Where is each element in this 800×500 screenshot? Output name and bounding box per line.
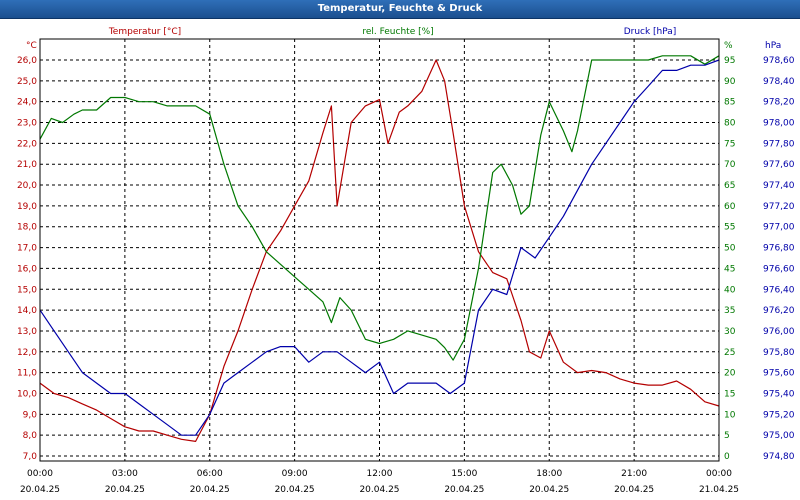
- temperature-tick-label: 21,0: [17, 160, 37, 170]
- x-tick-time: 06:00: [197, 469, 223, 479]
- humidity-tick-label: 75: [724, 139, 735, 149]
- humidity-series-line: [39, 55, 720, 361]
- pressure-tick-label: 978,60: [763, 56, 795, 66]
- temperature-tick-label: 25,0: [17, 77, 37, 87]
- window-title: Temperatur, Feuchte & Druck: [317, 3, 483, 14]
- humidity-tick-label: 65: [724, 181, 735, 191]
- pressure-tick-label: 978,40: [763, 77, 795, 87]
- humidity-tick-label: 25: [724, 348, 735, 358]
- x-tick-date: 20.04.25: [190, 485, 230, 495]
- humidity-tick-label: 60: [724, 202, 736, 212]
- temperature-tick-label: 13,0: [17, 327, 37, 337]
- temperature-tick-label: 16,0: [17, 264, 37, 274]
- temperature-tick-label: 15,0: [17, 285, 37, 295]
- pressure-tick-label: 975,80: [763, 348, 795, 358]
- pressure-tick-label: 978,00: [763, 119, 795, 129]
- pressure-tick-label: 978,20: [763, 98, 795, 108]
- humidity-tick-label: 35: [724, 306, 735, 316]
- humidity-legend-label: rel. Feuchte [%]: [362, 27, 433, 37]
- pressure-unit-label: hPa: [765, 41, 781, 51]
- x-tick-time: 09:00: [282, 469, 308, 479]
- temperature-tick-label: 14,0: [17, 306, 37, 316]
- pressure-tick-label: 976,20: [763, 306, 795, 316]
- pressure-tick-label: 976,60: [763, 264, 795, 274]
- temperature-tick-label: 23,0: [17, 119, 37, 129]
- x-tick-time: 00:00: [27, 469, 53, 479]
- humidity-tick-label: 45: [724, 264, 735, 274]
- plot-frame: [39, 38, 720, 462]
- humidity-tick-label: 0: [724, 452, 730, 462]
- humidity-tick-label: 85: [724, 98, 735, 108]
- chart-series: [39, 55, 720, 442]
- x-tick-time: 12:00: [367, 469, 393, 479]
- x-tick-date: 20.04.25: [275, 485, 315, 495]
- pressure-tick-label: 974,80: [763, 452, 795, 462]
- humidity-tick-label: 30: [724, 327, 736, 337]
- x-tick-date: 20.04.25: [444, 485, 484, 495]
- pressure-tick-label: 975,00: [763, 431, 795, 441]
- x-tick-date: 20.04.25: [359, 485, 399, 495]
- humidity-tick-label: 90: [724, 77, 736, 87]
- temperature-tick-label: 17,0: [17, 244, 37, 254]
- temperature-tick-label: 12,0: [17, 348, 37, 358]
- humidity-axis: 0 5 10 15 20 25 30 35 40 45 50 55 60 65 70 75 80 85 90 95: [724, 56, 736, 462]
- humidity-tick-label: 15: [724, 389, 735, 399]
- plot-border: [39, 38, 720, 462]
- x-tick-time: 15:00: [451, 469, 477, 479]
- temperature-tick-label: 24,0: [17, 98, 37, 108]
- temperature-series-line: [39, 59, 720, 442]
- pressure-legend-label: Druck [hPa]: [624, 27, 677, 37]
- x-tick-time: 03:00: [112, 469, 138, 479]
- humidity-tick-label: 20: [724, 369, 736, 379]
- humidity-tick-label: 50: [724, 244, 736, 254]
- temperature-tick-label: 8,0: [23, 431, 38, 441]
- temperature-tick-label: 19,0: [17, 202, 37, 212]
- pressure-axis: 974,80 975,00 975,20 975,40 975,60 975,80 976,…: [763, 56, 795, 462]
- window-titlebar: Temperatur, Feuchte & Druck: [0, 0, 800, 19]
- temperature-tick-label: 11,0: [17, 369, 37, 379]
- pressure-tick-label: 975,60: [763, 369, 795, 379]
- x-tick-date: 20.04.25: [20, 485, 60, 495]
- humidity-tick-label: 80: [724, 119, 736, 129]
- humidity-unit-label: %: [724, 41, 733, 51]
- temperature-tick-label: 9,0: [23, 410, 38, 420]
- pressure-tick-label: 977,20: [763, 202, 795, 212]
- humidity-tick-label: 5: [724, 431, 730, 441]
- temperature-tick-label: 22,0: [17, 139, 37, 149]
- pressure-tick-label: 976,00: [763, 327, 795, 337]
- humidity-tick-label: 95: [724, 56, 735, 66]
- humidity-tick-label: 10: [724, 410, 736, 420]
- pressure-tick-label: 976,40: [763, 285, 795, 295]
- pressure-tick-label: 975,40: [763, 389, 795, 399]
- x-tick-date: 20.04.25: [614, 485, 654, 495]
- pressure-tick-label: 977,40: [763, 181, 795, 191]
- temperature-tick-label: 20,0: [17, 181, 37, 191]
- chart-grid: [40, 39, 719, 461]
- x-tick-time: 18:00: [536, 469, 562, 479]
- pressure-tick-label: 976,80: [763, 244, 795, 254]
- temperature-unit-label: °C: [26, 41, 37, 51]
- humidity-tick-label: 70: [724, 160, 736, 170]
- x-tick-time: 00:00: [706, 469, 732, 479]
- x-tick-date: 20.04.25: [105, 485, 145, 495]
- time-axis: 00:00 20.04.25 03:00 20.04.25 06:00 20.04.25 0…: [20, 469, 739, 495]
- pressure-tick-label: 977,60: [763, 160, 795, 170]
- pressure-tick-label: 977,80: [763, 139, 795, 149]
- pressure-series-line: [39, 59, 720, 436]
- x-tick-time: 21:00: [621, 469, 647, 479]
- temperature-legend-label: Temperatur [°C]: [108, 27, 181, 37]
- temperature-tick-label: 26,0: [17, 56, 37, 66]
- x-tick-date: 21.04.25: [699, 485, 739, 495]
- humidity-tick-label: 40: [724, 285, 736, 295]
- pressure-tick-label: 977,00: [763, 223, 795, 233]
- temperature-axis: 7,0 8,0 9,0 10,0 11,0 12,0 13,0 14,0 15,0 16,0 17,…: [17, 56, 37, 462]
- temperature-tick-label: 18,0: [17, 223, 37, 233]
- temperature-tick-label: 7,0: [23, 452, 38, 462]
- temperature-tick-label: 10,0: [17, 389, 37, 399]
- x-tick-date: 20.04.25: [529, 485, 569, 495]
- pressure-tick-label: 975,20: [763, 410, 795, 420]
- humidity-tick-label: 55: [724, 223, 735, 233]
